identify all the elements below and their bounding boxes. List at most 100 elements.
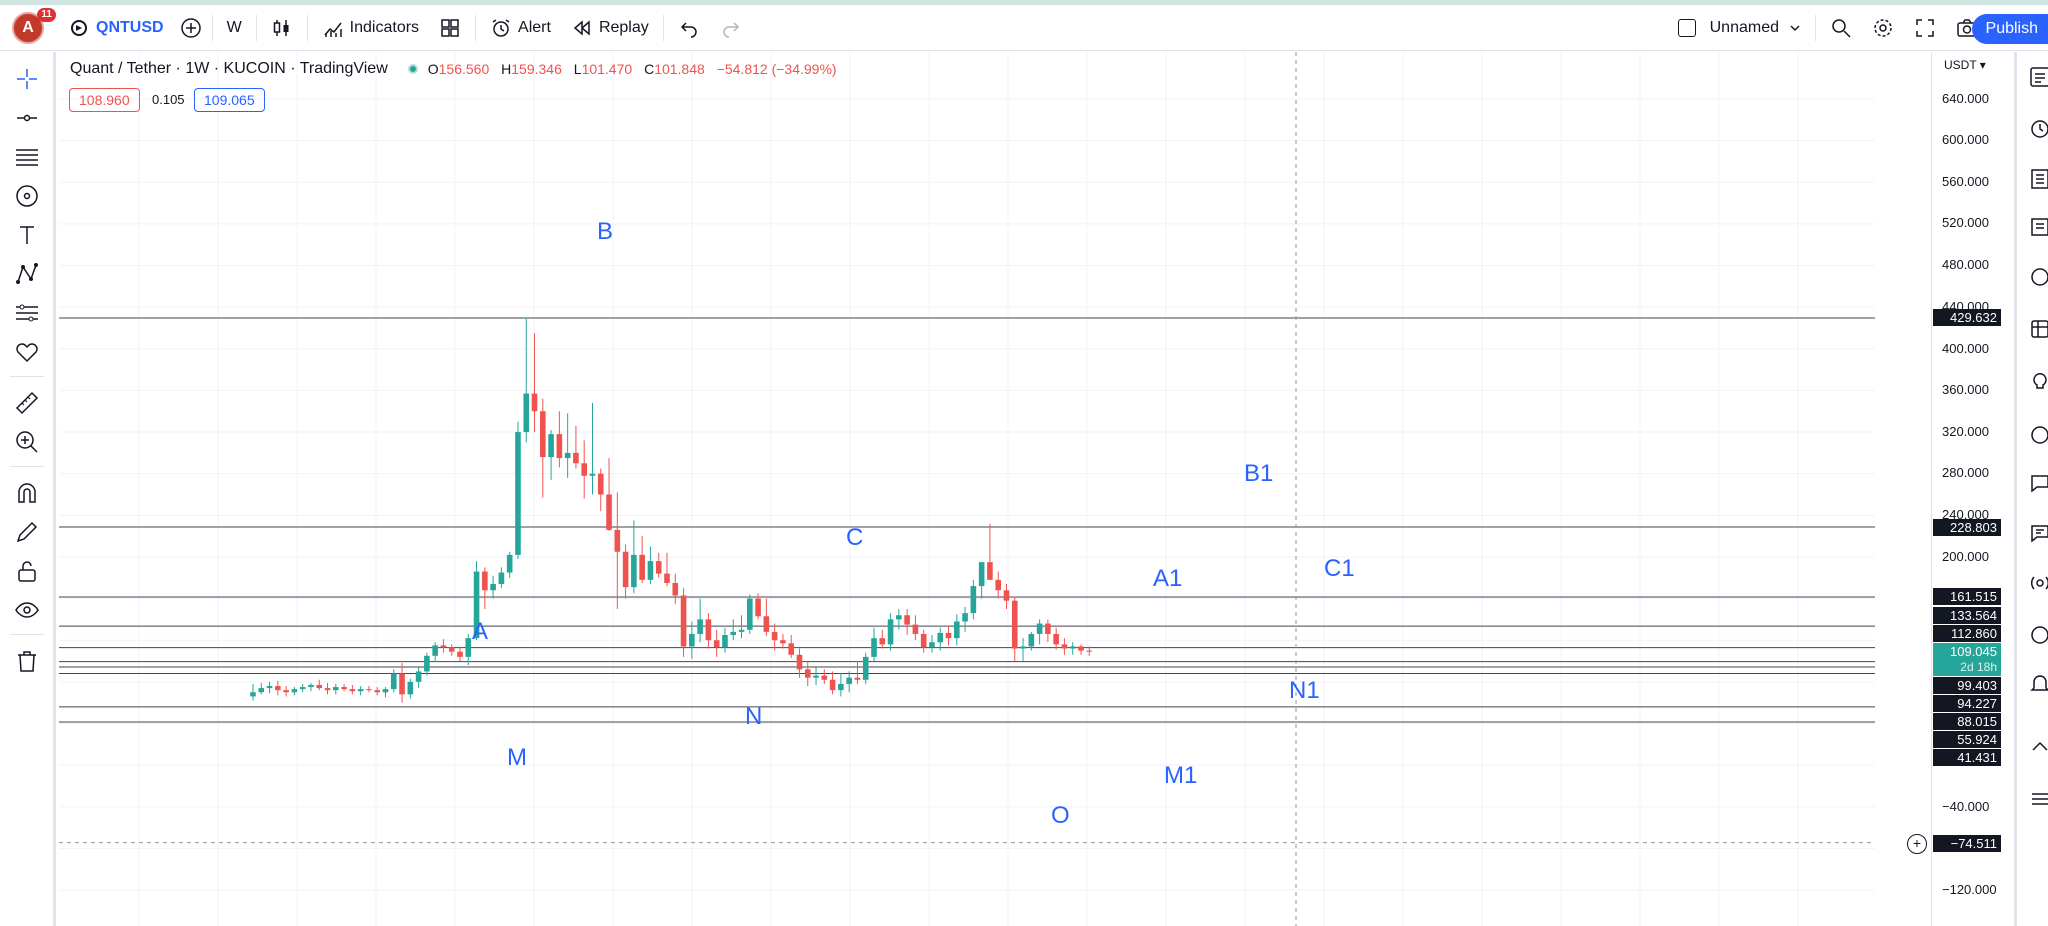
sell-price-button[interactable]: 108.960 (69, 88, 140, 112)
currency-selector[interactable]: USDT ▾ (1944, 58, 1986, 72)
search-button[interactable] (1820, 5, 1862, 51)
wave-label-m1[interactable]: M1 (1164, 762, 1198, 789)
axis-tick: 560.000 (1942, 174, 1989, 189)
ohlc-values: O156.560 H159.346 L101.470 C101.848 −54.… (428, 61, 845, 77)
candle-body (382, 689, 389, 693)
replay-label: Replay (598, 18, 649, 36)
candle-body (846, 677, 852, 684)
layout-button[interactable]: Unnamed (1668, 5, 1811, 51)
wave-label-n1[interactable]: N1 (1289, 677, 1320, 704)
settings-button[interactable] (1862, 5, 1904, 51)
layout-checkbox[interactable] (1677, 19, 1696, 37)
candle-body (440, 645, 447, 648)
candle-body (970, 586, 977, 614)
hotlist-icon[interactable] (2029, 216, 2048, 238)
publish-button[interactable]: Publish (1971, 14, 2048, 44)
gear-icon (1874, 19, 1892, 37)
redo-button[interactable] (710, 5, 752, 51)
chat-icon[interactable] (2029, 472, 2048, 494)
market-status-dot (407, 64, 418, 74)
drawing-mode-tool[interactable] (12, 517, 42, 547)
candle-body (482, 571, 488, 591)
low-value: 101.470 (581, 61, 633, 77)
wave-label-c[interactable]: C (846, 524, 864, 551)
undo-button[interactable] (668, 5, 710, 51)
trend-line-tool[interactable] (12, 103, 42, 133)
fib-tool[interactable] (12, 142, 42, 172)
interval-button[interactable]: W (226, 18, 242, 36)
data-window-icon[interactable] (2029, 168, 2048, 190)
ruler-tool[interactable] (12, 388, 42, 418)
streams-icon[interactable] (2029, 424, 2048, 446)
wave-label-a[interactable]: A (472, 618, 489, 645)
chart-type-button[interactable] (261, 5, 303, 51)
buy-price-button[interactable]: 109.065 (194, 88, 265, 112)
alerts-clock-icon[interactable] (2029, 118, 2048, 140)
favorites-tool[interactable] (12, 337, 42, 367)
remove-drawings-tool[interactable] (12, 646, 42, 676)
toolbar-divider (306, 14, 308, 41)
notifications-bell-icon[interactable] (2029, 672, 2048, 694)
messages-icon[interactable] (2029, 522, 2048, 544)
axis-tick: 480.000 (1942, 257, 1989, 272)
watchlist-icon[interactable] (2029, 66, 2048, 88)
templates-button[interactable] (429, 5, 471, 51)
user-avatar[interactable]: A 11 (12, 7, 56, 44)
calendar-icon[interactable] (2029, 266, 2048, 288)
measure-lines-tool[interactable] (12, 298, 42, 328)
wave-label-a1[interactable]: A1 (1153, 565, 1183, 592)
chevron-down-icon (1790, 25, 1800, 32)
wave-label-c1[interactable]: C1 (1324, 555, 1355, 582)
crosshair-tool[interactable] (12, 64, 42, 94)
candle-body (763, 616, 770, 632)
candle-body (1011, 600, 1018, 649)
pattern-tool[interactable] (12, 181, 42, 211)
text-tool[interactable] (12, 220, 42, 250)
lock-drawings-tool[interactable] (12, 556, 42, 586)
wave-label-b[interactable]: B (597, 218, 614, 245)
wave-label-b1[interactable]: B1 (1244, 460, 1274, 487)
candle-body (871, 638, 877, 657)
notification-badge: 11 (37, 7, 56, 22)
replay-button[interactable]: Replay (561, 5, 659, 51)
close-label: C (644, 61, 655, 77)
hide-drawings-tool[interactable] (12, 595, 42, 625)
indicators-icon (324, 22, 342, 37)
candle-body (954, 621, 960, 639)
fullscreen-button[interactable] (1904, 5, 1946, 51)
collapse-up-icon[interactable] (2029, 736, 2048, 758)
candle-body (548, 434, 554, 458)
candle-body (854, 677, 861, 680)
compare-symbol-button[interactable] (174, 5, 208, 51)
wave-label-n[interactable]: N (745, 703, 763, 730)
candle-body (829, 679, 836, 691)
candle-body (879, 638, 886, 645)
candle-body (689, 633, 695, 647)
zoom-tool[interactable] (12, 427, 42, 457)
symbol-search-button[interactable]: QNTUSD (58, 5, 174, 51)
alert-button[interactable]: Alert (480, 5, 561, 51)
add-alert-plus-icon[interactable]: + (1907, 834, 1927, 854)
candle-body (1086, 650, 1093, 652)
candle-body (415, 671, 422, 682)
candle-body (1036, 623, 1043, 634)
indicators-button[interactable]: Indicators (312, 5, 429, 51)
candle-body (639, 554, 645, 580)
price-chart[interactable] (59, 52, 1875, 926)
chart-pane[interactable]: Quant / Tether · 1W · KUCOIN · TradingVi… (59, 52, 1931, 926)
toolbar-divider (662, 14, 664, 41)
candle-body (821, 675, 828, 680)
replay-circle-icon[interactable] (2029, 624, 2048, 646)
wave-label-m[interactable]: M (507, 744, 527, 771)
candle-body (308, 684, 314, 688)
wave-label-o[interactable]: O (1051, 802, 1070, 829)
candle-body (1028, 633, 1035, 647)
rewind-icon (573, 19, 590, 36)
path-tool[interactable] (12, 259, 42, 289)
broadcast-icon[interactable] (2029, 572, 2048, 594)
idea-bulb-icon[interactable] (2029, 370, 2048, 392)
grid-apps-icon[interactable] (2029, 318, 2048, 340)
panel-settings-icon[interactable] (2029, 788, 2048, 810)
level-label: 228.803 (1933, 519, 2001, 536)
magnet-tool[interactable] (12, 478, 42, 508)
